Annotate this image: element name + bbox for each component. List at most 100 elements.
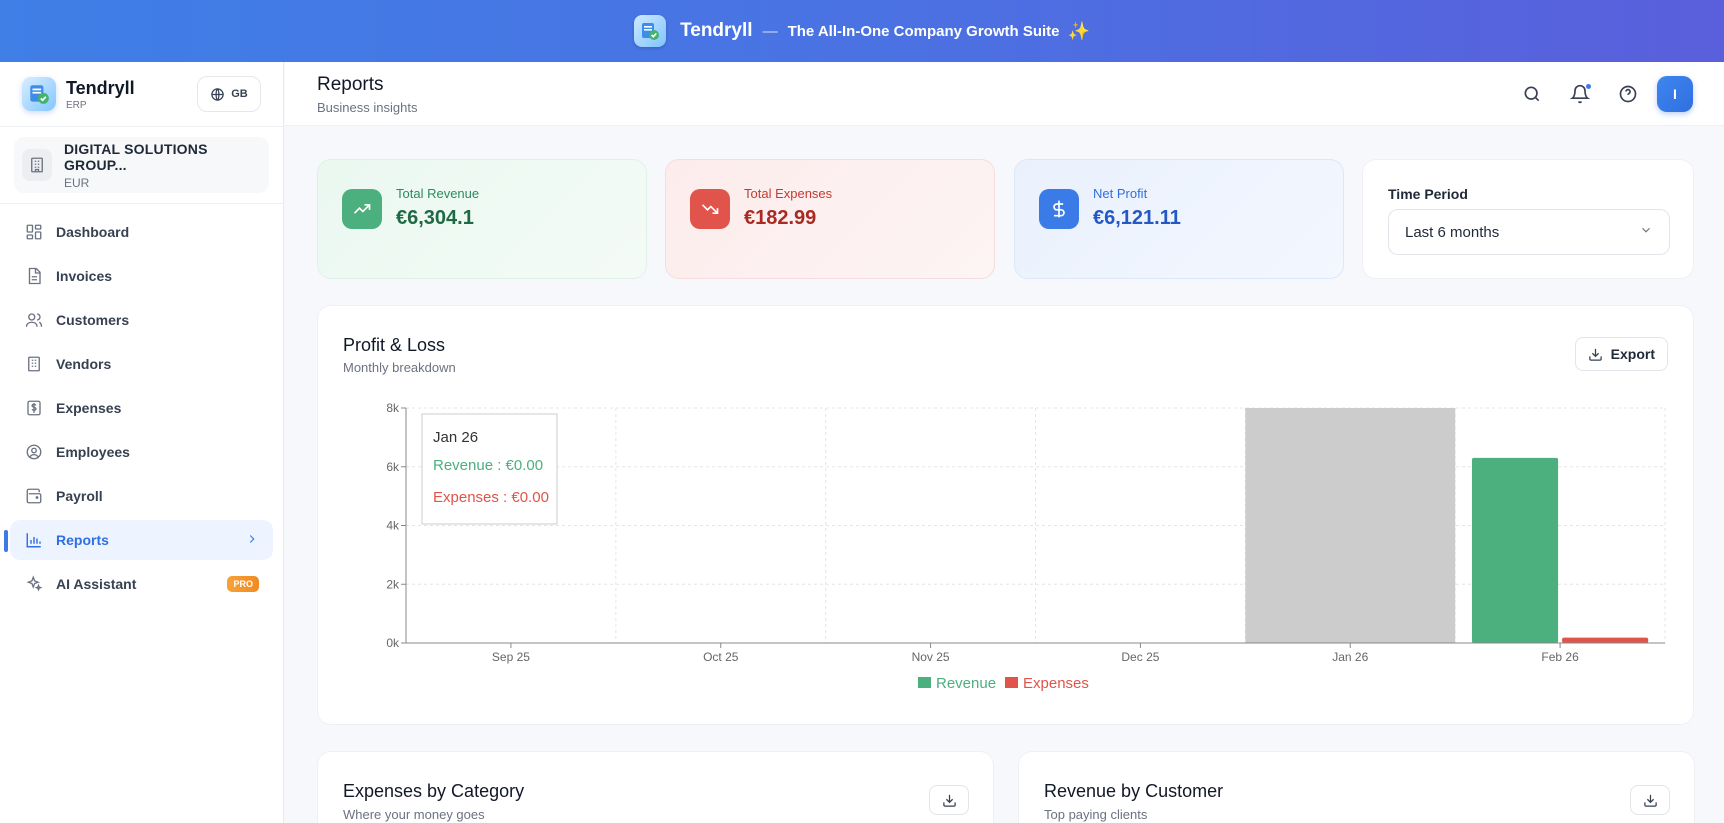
- expenses-by-category-subtitle: Where your money goes: [343, 807, 485, 822]
- y-tick-label: 4k: [386, 519, 400, 533]
- banner-tagline: The All-In-One Company Growth Suite: [787, 22, 1060, 40]
- download-icon: [942, 794, 956, 807]
- page-subtitle: Business insights: [317, 100, 418, 115]
- pro-badge: PRO: [227, 576, 259, 592]
- sidebar-item-ai-assistant[interactable]: AI Assistant PRO: [10, 564, 273, 604]
- building-icon: [22, 149, 52, 181]
- sidebar-item-label: Vendors: [56, 356, 112, 372]
- x-tick-label: Jan 26: [1332, 650, 1368, 664]
- stat-value: €6,304.1: [396, 207, 474, 229]
- x-tick-label: Feb 26: [1541, 650, 1579, 664]
- user-avatar[interactable]: I: [1657, 76, 1693, 112]
- stat-label: Total Expenses: [744, 186, 833, 201]
- sidebar-header: Tendryll ERP GB: [0, 62, 283, 126]
- tooltip-revenue: Revenue : €0.00: [433, 457, 543, 474]
- sidebar-item-label: Dashboard: [56, 224, 130, 240]
- profit-loss-title: Profit & Loss: [343, 335, 446, 355]
- revenue-by-customer-title: Revenue by Customer: [1044, 781, 1224, 801]
- tendryll-logo-icon: [634, 15, 667, 47]
- time-period-label: Time Period: [1388, 186, 1468, 202]
- payroll-icon: [24, 486, 44, 506]
- stat-value: €6,121.11: [1093, 207, 1181, 229]
- stat-label: Net Profit: [1093, 186, 1148, 201]
- vendors-icon: [24, 354, 44, 374]
- revenue-bar: [1471, 457, 1559, 643]
- y-tick-label: 6k: [386, 460, 400, 474]
- stat-label: Total Revenue: [396, 186, 480, 201]
- search-icon[interactable]: [1520, 82, 1544, 106]
- company-selector[interactable]: DIGITAL SOLUTIONS GROUP... EUR: [14, 137, 269, 193]
- download-button[interactable]: [1630, 785, 1670, 815]
- sidebar-item-invoices[interactable]: Invoices: [10, 256, 273, 296]
- top-bar: Reports Business insights I: [285, 62, 1724, 126]
- hover-highlight: [1245, 408, 1456, 643]
- sidebar-item-label: Payroll: [56, 488, 103, 504]
- tooltip-title: Jan 26: [433, 429, 478, 446]
- banner-brand: Tendryll: [680, 20, 753, 41]
- help-icon[interactable]: [1616, 82, 1640, 106]
- app-logo-icon[interactable]: [22, 77, 56, 111]
- tooltip-expenses: Expenses : €0.00: [433, 489, 549, 506]
- time-period-select[interactable]: Last 6 months: [1388, 209, 1670, 255]
- x-tick-label: Dec 25: [1121, 650, 1159, 664]
- y-tick-label: 8k: [386, 401, 400, 415]
- expenses-by-category-title: Expenses by Category: [343, 781, 525, 801]
- time-period-card: Time Period Last 6 months: [1362, 159, 1694, 279]
- customers-icon: [24, 310, 44, 330]
- sidebar-item-expenses[interactable]: Expenses: [10, 388, 273, 428]
- download-icon: [1643, 794, 1657, 807]
- reports-icon: [24, 530, 44, 550]
- sidebar-item-customers[interactable]: Customers: [10, 300, 273, 340]
- y-tick-label: 2k: [386, 577, 400, 591]
- bell-icon[interactable]: [1568, 82, 1592, 106]
- sidebar-item-label: AI Assistant: [56, 576, 137, 592]
- sidebar-item-dashboard[interactable]: Dashboard: [10, 212, 273, 252]
- total-revenue-card: Total Revenue €6,304.1: [317, 159, 647, 279]
- revenue-by-customer-card: Revenue by Customer Top paying clients: [1018, 751, 1695, 823]
- export-button[interactable]: Export: [1574, 337, 1668, 371]
- language-code: GB: [231, 88, 248, 100]
- expenses-icon: [24, 398, 44, 418]
- sidebar-item-payroll[interactable]: Payroll: [10, 476, 273, 516]
- company-name: DIGITAL SOLUTIONS GROUP...: [63, 140, 208, 173]
- chevron-down-icon: [1639, 223, 1653, 241]
- chart-legend: Revenue Expenses: [918, 675, 1089, 692]
- sidebar-item-reports[interactable]: Reports: [4, 520, 273, 560]
- trending-down-icon: [690, 189, 730, 229]
- invoice-icon: [24, 266, 44, 286]
- stat-value: €182.99: [744, 207, 817, 229]
- chevron-right-icon: [245, 532, 259, 549]
- revenue-by-customer-subtitle: Top paying clients: [1044, 807, 1148, 822]
- total-expenses-card: Total Expenses €182.99: [665, 159, 995, 279]
- time-period-value: Last 6 months: [1405, 223, 1500, 241]
- legend-label: Revenue: [936, 675, 996, 692]
- download-icon: [1588, 348, 1602, 361]
- sidebar-nav: Dashboard Invoices Customers Vendors Exp…: [0, 212, 283, 604]
- sidebar-item-label: Customers: [56, 312, 130, 328]
- globe-icon: [211, 87, 224, 101]
- sparkles-icon: [24, 574, 44, 594]
- sidebar: Tendryll ERP GB DIGITAL SOLUTIONS GROUP.…: [0, 62, 284, 823]
- chart-tooltip: Jan 26 Revenue : €0.00 Expenses : €0.00: [421, 413, 558, 525]
- profit-loss-subtitle: Monthly breakdown: [343, 360, 456, 375]
- trending-up-icon: [342, 189, 382, 229]
- expenses-by-category-card: Expenses by Category Where your money go…: [317, 751, 994, 823]
- download-button[interactable]: [929, 785, 969, 815]
- sidebar-item-label: Reports: [56, 532, 109, 548]
- expenses-bar: [1562, 637, 1649, 643]
- profit-loss-chart: 0k 2k 4k 6k 8k Sep 25 Oct 25 Nov 25 Dec 25 Jan 26…: [386, 401, 1666, 692]
- sidebar-item-label: Expenses: [56, 400, 122, 416]
- legend-swatch: [918, 677, 931, 688]
- banner-separator: —: [762, 22, 778, 40]
- page-title: Reports: [317, 74, 384, 95]
- app-name-block: Tendryll ERP: [66, 78, 135, 111]
- language-button[interactable]: GB: [197, 76, 261, 112]
- profit-loss-card: Profit & Loss Monthly breakdown Export 0…: [317, 305, 1694, 725]
- sidebar-item-label: Invoices: [56, 268, 113, 284]
- net-profit-card: Net Profit €6,121.11: [1014, 159, 1344, 279]
- employees-icon: [24, 442, 44, 462]
- promo-banner: Tendryll — The All-In-One Company Growth…: [0, 0, 1724, 62]
- company-currency: EUR: [63, 175, 90, 190]
- sidebar-item-vendors[interactable]: Vendors: [10, 344, 273, 384]
- sidebar-item-employees[interactable]: Employees: [10, 432, 273, 472]
